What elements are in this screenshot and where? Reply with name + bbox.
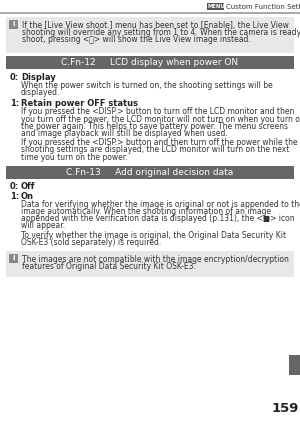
Text: i: i xyxy=(12,22,15,27)
Bar xyxy=(6,17,294,53)
Text: When the power switch is turned on, the shooting settings will be: When the power switch is turned on, the … xyxy=(21,81,273,90)
Bar xyxy=(6,56,294,69)
Text: On: On xyxy=(21,192,34,201)
Text: displayed.: displayed. xyxy=(21,88,60,97)
Text: will appear.: will appear. xyxy=(21,221,65,231)
Text: i: i xyxy=(12,255,15,261)
Text: C.Fn-12     LCD display when power ON: C.Fn-12 LCD display when power ON xyxy=(61,58,239,67)
Text: Retain power OFF status: Retain power OFF status xyxy=(21,99,138,108)
Text: 1:: 1: xyxy=(10,99,19,108)
Text: the power again. This helps to save battery power. The menu screens: the power again. This helps to save batt… xyxy=(21,122,288,131)
Bar xyxy=(6,166,294,179)
Text: image automatically. When the shooting information of an image: image automatically. When the shooting i… xyxy=(21,207,271,216)
Text: MENU: MENU xyxy=(208,5,226,9)
Text: Data for verifying whether the image is original or not is appended to the: Data for verifying whether the image is … xyxy=(21,200,300,209)
Text: 0:: 0: xyxy=(10,73,19,82)
Text: shoot, pressing <Ⓜ> will show the Live View image instead.: shoot, pressing <Ⓜ> will show the Live V… xyxy=(22,36,251,44)
Text: The images are not compatible with the image encryption/decryption: The images are not compatible with the i… xyxy=(22,255,289,264)
Text: OSK-E3 (sold separately) is required.: OSK-E3 (sold separately) is required. xyxy=(21,238,161,247)
Bar xyxy=(9,254,18,263)
Text: 159: 159 xyxy=(271,402,299,415)
Bar xyxy=(289,355,300,375)
Text: you turn off the power, the LCD monitor will not turn on when you turn on: you turn off the power, the LCD monitor … xyxy=(21,115,300,124)
Text: time you turn on the power.: time you turn on the power. xyxy=(21,153,128,162)
Text: If the [Live View shoot.] menu has been set to [Enable], the Live View: If the [Live View shoot.] menu has been … xyxy=(22,21,289,30)
Bar xyxy=(9,20,18,29)
Text: appended with the verification data is displayed (p.131), the <■> icon: appended with the verification data is d… xyxy=(21,214,295,223)
Text: To verify whether the image is original, the Original Data Security Kit: To verify whether the image is original,… xyxy=(21,231,286,239)
Text: shooting will override any setting from 1 to 4. When the camera is ready to: shooting will override any setting from … xyxy=(22,28,300,37)
Text: 1:: 1: xyxy=(10,192,19,201)
Bar xyxy=(0,12,300,14)
Text: C.Fn-13     Add original decision data: C.Fn-13 Add original decision data xyxy=(66,168,234,177)
Text: Custom Function Settings •: Custom Function Settings • xyxy=(226,3,300,9)
Text: If you pressed the <DISP.> button and then turn off the power while the: If you pressed the <DISP.> button and th… xyxy=(21,138,298,147)
Text: Display: Display xyxy=(21,73,56,82)
Text: 0:: 0: xyxy=(10,182,19,191)
Text: shooting settings are displayed, the LCD monitor will turn on the next: shooting settings are displayed, the LCD… xyxy=(21,146,290,154)
Bar xyxy=(207,3,224,10)
Text: Off: Off xyxy=(21,182,35,191)
Text: and image playback will still be displayed when used.: and image playback will still be display… xyxy=(21,129,228,138)
Text: features of Original Data Security Kit OSK-E3.: features of Original Data Security Kit O… xyxy=(22,262,196,271)
Text: If you pressed the <DISP.> button to turn off the LCD monitor and then: If you pressed the <DISP.> button to tur… xyxy=(21,107,294,116)
Bar xyxy=(6,251,294,277)
